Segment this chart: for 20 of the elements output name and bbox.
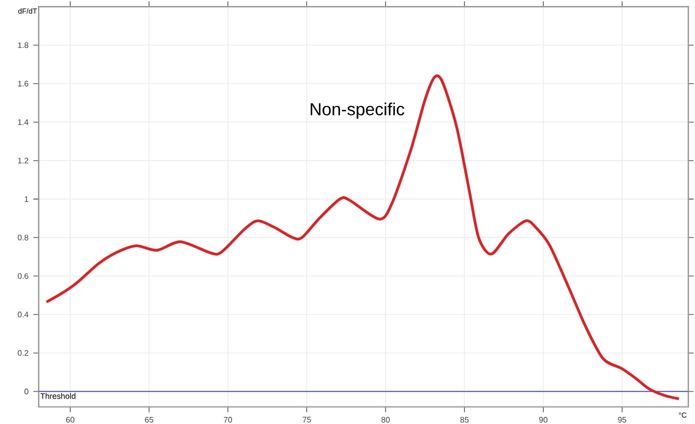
y-tick-label: 0.6 (18, 273, 28, 279)
y-tick-label: 0.8 (18, 234, 28, 240)
y-tick-label: 1.6 (18, 80, 28, 86)
x-tick-label: 80 (381, 416, 390, 422)
x-tick-label: 60 (66, 416, 74, 422)
y-tick-label: 1 (24, 196, 28, 202)
y-tick-label: 0 (24, 388, 28, 394)
y-tick-label: 1.2 (18, 158, 28, 164)
y-tick-label: 1.4 (18, 119, 28, 125)
x-tick-label: 70 (224, 416, 232, 422)
ref-line-label: Threshold (40, 392, 76, 399)
y-tick-label: 1.8 (18, 42, 28, 48)
x-tick-label: 90 (539, 416, 548, 422)
y-tick-label: 0.4 (18, 312, 28, 318)
x-tick-label: 95 (618, 416, 626, 422)
x-tick-label: 65 (145, 416, 154, 422)
y-tick-label: 0.2 (18, 350, 28, 356)
annotation: Non-specific (310, 102, 404, 119)
x-tick-label: 85 (460, 416, 469, 422)
x-tick-label: 75 (302, 416, 311, 422)
